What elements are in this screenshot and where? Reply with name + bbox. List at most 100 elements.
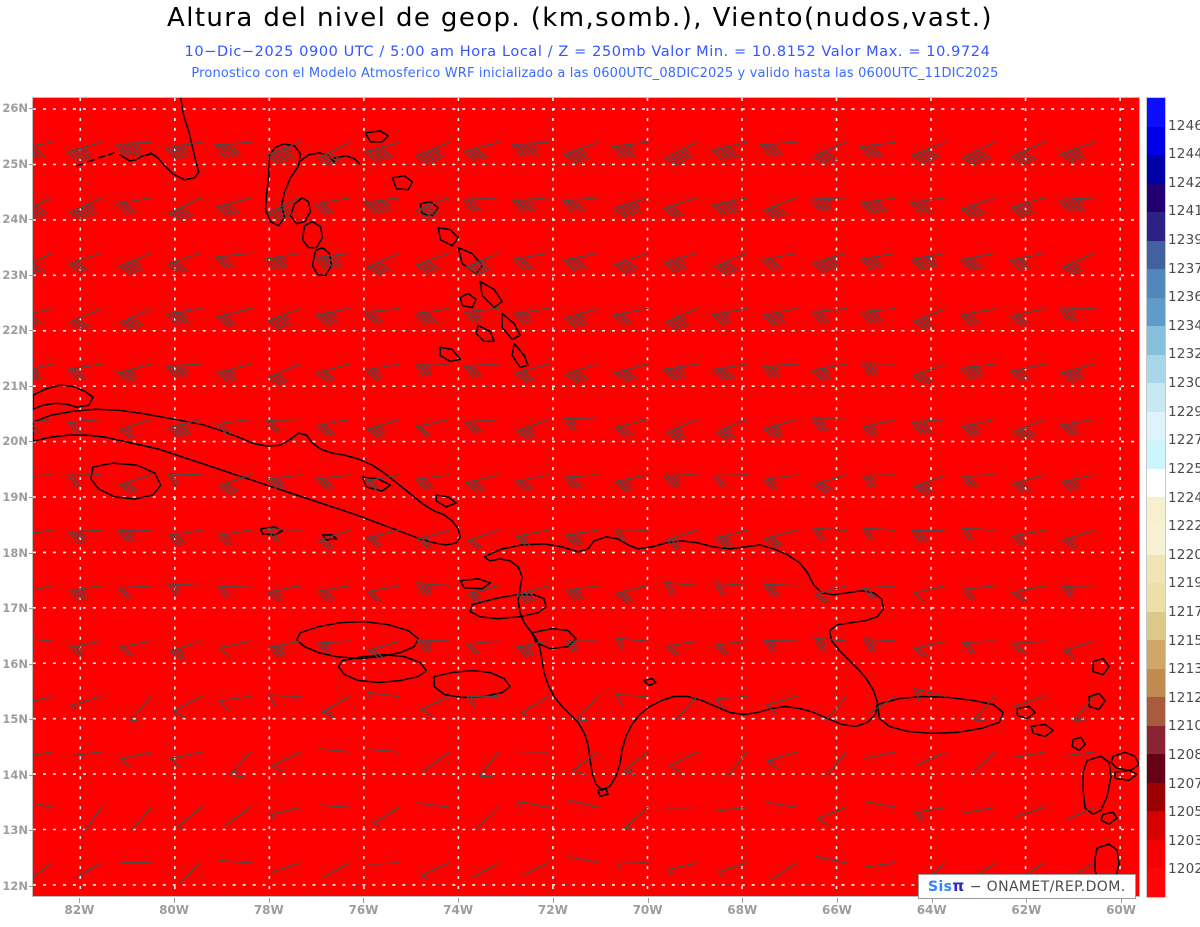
wind-barb xyxy=(762,197,797,220)
wind-barb xyxy=(663,474,698,488)
wind-barb xyxy=(119,640,152,657)
wind-barb xyxy=(624,806,649,830)
y-axis-tick-mark xyxy=(29,663,33,665)
wind-barb xyxy=(717,862,748,877)
wind-barb xyxy=(614,418,649,438)
y-axis-tick-mark xyxy=(29,830,33,832)
wind-barb xyxy=(613,363,649,383)
wind-barb xyxy=(961,527,996,541)
wind-barb xyxy=(868,695,897,714)
wind-barb xyxy=(416,639,450,652)
wind-barb xyxy=(322,862,351,878)
wind-barb xyxy=(511,141,549,157)
colorbar-tick-label: 12207 xyxy=(1168,546,1200,563)
y-axis-tick-mark xyxy=(29,774,33,776)
y-axis-tick-mark xyxy=(29,497,33,498)
forecast-subtitle-secondary: Pronostico con el Modelo Atmosferico WRF… xyxy=(191,66,999,81)
wind-barb xyxy=(711,197,748,216)
wind-barb xyxy=(1058,197,1095,213)
wind-barb xyxy=(164,141,202,160)
wind-barb xyxy=(114,141,152,157)
wind-barb xyxy=(1062,529,1095,550)
wind-barb xyxy=(862,527,897,541)
wind-barb xyxy=(366,529,401,548)
wind-barb xyxy=(266,141,301,165)
wind-barb xyxy=(69,640,103,657)
wind-barb xyxy=(862,418,897,438)
wind-barb xyxy=(70,751,103,757)
colorbar-swatch xyxy=(1147,554,1165,584)
wind-barb xyxy=(614,528,649,542)
wind-barb xyxy=(414,307,450,326)
wind-barb xyxy=(316,363,351,383)
wind-barb xyxy=(367,748,401,753)
wind-barb xyxy=(419,695,450,718)
y-axis-tick-label: 12N xyxy=(2,878,28,893)
colorbar-tick-label: 12122 xyxy=(1168,689,1200,706)
wind-barb xyxy=(712,363,748,381)
wind-barb xyxy=(166,252,202,274)
wind-barb xyxy=(813,474,847,494)
colorbar-swatch xyxy=(1147,212,1165,241)
attribution-badge: Sis π − ONAMET/REP.DOM. xyxy=(918,874,1136,899)
x-axis-tick-label: 68W xyxy=(727,903,758,917)
wind-barb xyxy=(33,418,53,435)
wind-barb xyxy=(1060,363,1095,383)
wind-barb xyxy=(33,363,53,382)
colorbar-swatch xyxy=(1147,725,1165,755)
x-axis-tick-label: 62W xyxy=(1011,903,1042,917)
wind-barb xyxy=(366,418,401,439)
wind-barb xyxy=(314,197,351,216)
wind-barb xyxy=(318,529,351,550)
wind-barb xyxy=(811,418,847,432)
x-axis-tick-mark xyxy=(1121,898,1123,903)
wind-barb xyxy=(961,474,996,488)
wind-barb xyxy=(564,363,599,384)
colorbar-swatch xyxy=(1147,640,1165,669)
x-axis-tick-label: 64W xyxy=(916,903,947,917)
wind-barb xyxy=(622,751,649,776)
y-axis-tick-mark xyxy=(29,552,33,554)
x-axis-tick-mark xyxy=(647,898,649,903)
wind-barb xyxy=(414,362,450,377)
y-axis-tick-mark xyxy=(29,441,33,443)
wind-barb xyxy=(516,585,549,604)
y-axis-tick-label: 16N xyxy=(2,656,28,671)
wind-barb xyxy=(120,751,152,769)
wind-barb xyxy=(1060,474,1095,492)
wind-barb xyxy=(825,695,847,722)
wind-barb xyxy=(1059,307,1095,322)
colorbar-tick-label: 12156 xyxy=(1168,632,1200,649)
x-axis-tick-mark xyxy=(79,898,81,903)
colorbar-swatch xyxy=(1147,126,1165,156)
wind-barb xyxy=(129,695,152,722)
colorbar-tick-label: 12275 xyxy=(1168,432,1200,449)
wind-barb xyxy=(764,529,797,549)
wind-barb xyxy=(465,252,500,276)
map-canvas xyxy=(33,98,1139,896)
wind-barb xyxy=(167,529,202,547)
wind-barb xyxy=(572,751,599,776)
y-axis-tick-mark xyxy=(29,163,33,165)
wind-barb xyxy=(665,529,698,550)
wind-barb xyxy=(1060,418,1095,436)
wind-barb xyxy=(372,806,401,827)
wind-barb xyxy=(267,197,301,221)
y-axis-tick-mark xyxy=(29,219,33,221)
wind-barb xyxy=(811,307,847,324)
y-axis-tick-label: 26N xyxy=(2,101,28,116)
wind-barb xyxy=(169,751,202,768)
wind-barb xyxy=(863,638,897,652)
x-axis-tick-label: 82W xyxy=(64,903,95,917)
wind-barb xyxy=(662,197,698,219)
wind-barb xyxy=(271,751,301,773)
wind-barb xyxy=(218,640,252,658)
wind-barb xyxy=(33,751,53,757)
colorbar-swatch xyxy=(1147,440,1165,469)
x-axis-tick-mark xyxy=(552,898,554,903)
y-axis-tick-label: 20N xyxy=(2,434,28,449)
wind-barb xyxy=(216,363,252,383)
colorbar-tick-label: 12377 xyxy=(1168,260,1200,277)
